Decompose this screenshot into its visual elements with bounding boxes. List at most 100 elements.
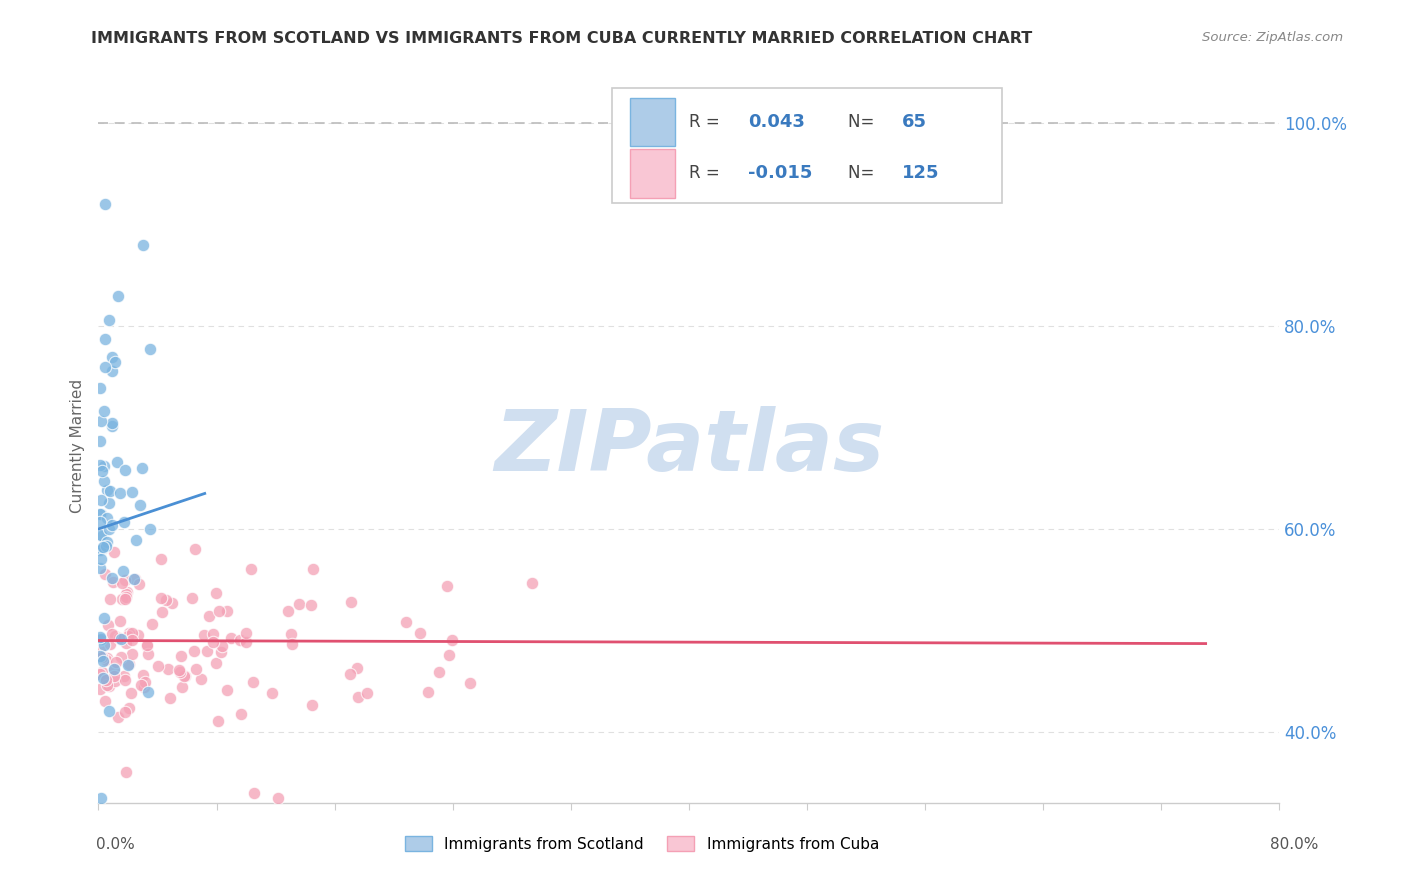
- Point: [169, 648, 191, 663]
- Point: [89, 649, 111, 664]
- Point: [103, 545, 125, 559]
- Point: [121, 632, 143, 647]
- Point: [93, 567, 115, 582]
- Point: [520, 575, 543, 590]
- Point: [107, 289, 129, 303]
- Text: R =: R =: [689, 112, 725, 130]
- Point: [94, 694, 117, 708]
- Point: [458, 676, 481, 690]
- Point: [111, 564, 134, 578]
- Text: 80.0%: 80.0%: [1271, 838, 1319, 852]
- Point: [167, 663, 190, 677]
- Point: [97, 522, 120, 536]
- FancyBboxPatch shape: [612, 88, 1002, 203]
- Point: [89, 632, 111, 647]
- Point: [339, 667, 361, 681]
- Point: [280, 637, 302, 651]
- Point: [103, 662, 125, 676]
- Point: [93, 404, 115, 418]
- Point: [141, 616, 163, 631]
- Point: [96, 535, 118, 549]
- Point: [346, 690, 368, 704]
- Point: [94, 673, 117, 687]
- Point: [121, 626, 143, 640]
- Point: [110, 615, 132, 629]
- Point: [101, 350, 124, 364]
- Point: [93, 540, 115, 554]
- Text: 125: 125: [901, 164, 939, 183]
- Point: [120, 686, 142, 700]
- Point: [114, 573, 136, 587]
- Point: [89, 434, 111, 449]
- Point: [98, 679, 121, 693]
- Point: [302, 562, 325, 576]
- Point: [98, 483, 121, 498]
- Point: [90, 507, 112, 521]
- Text: R =: R =: [689, 164, 725, 183]
- Point: [107, 710, 129, 724]
- Point: [110, 632, 132, 646]
- Point: [174, 669, 197, 683]
- Point: [125, 533, 148, 548]
- Point: [395, 615, 418, 629]
- Point: [114, 706, 136, 720]
- Point: [208, 604, 231, 618]
- Point: [115, 590, 138, 604]
- Point: [207, 714, 229, 728]
- Point: [89, 631, 111, 645]
- Point: [89, 542, 111, 557]
- Point: [134, 681, 156, 695]
- Point: [134, 675, 156, 690]
- Text: Currently Married: Currently Married: [70, 379, 84, 513]
- Text: N=: N=: [848, 112, 880, 130]
- Point: [91, 654, 114, 668]
- Text: Source: ZipAtlas.com: Source: ZipAtlas.com: [1202, 31, 1343, 45]
- Point: [184, 542, 207, 557]
- Point: [91, 649, 114, 664]
- Point: [104, 629, 127, 643]
- Point: [131, 460, 153, 475]
- Point: [90, 541, 112, 556]
- Point: [280, 627, 302, 641]
- Point: [96, 653, 118, 667]
- Point: [183, 644, 205, 658]
- Point: [96, 650, 118, 665]
- Point: [118, 701, 141, 715]
- Point: [105, 455, 128, 469]
- Point: [215, 604, 238, 618]
- Text: -0.015: -0.015: [748, 164, 813, 183]
- Point: [301, 698, 323, 712]
- Point: [219, 631, 242, 645]
- Point: [91, 540, 114, 554]
- Point: [94, 197, 117, 211]
- Point: [181, 591, 204, 605]
- Point: [409, 625, 432, 640]
- Point: [115, 765, 138, 780]
- Point: [235, 635, 257, 649]
- Point: [439, 648, 461, 663]
- Point: [96, 483, 118, 497]
- Point: [93, 474, 115, 488]
- Point: [93, 638, 115, 652]
- Point: [89, 667, 111, 681]
- Point: [131, 678, 153, 692]
- Point: [111, 576, 134, 591]
- Point: [117, 629, 139, 643]
- Point: [122, 572, 145, 586]
- Point: [260, 686, 283, 700]
- Point: [267, 790, 290, 805]
- Point: [139, 342, 162, 356]
- Point: [118, 657, 141, 671]
- Point: [440, 632, 463, 647]
- Point: [103, 669, 125, 683]
- Point: [114, 673, 136, 687]
- Point: [98, 637, 121, 651]
- Point: [104, 673, 127, 688]
- Point: [149, 591, 172, 606]
- Point: [90, 552, 112, 566]
- Point: [195, 643, 218, 657]
- Point: [146, 658, 169, 673]
- Point: [108, 631, 131, 645]
- Point: [110, 486, 132, 500]
- Point: [94, 360, 117, 375]
